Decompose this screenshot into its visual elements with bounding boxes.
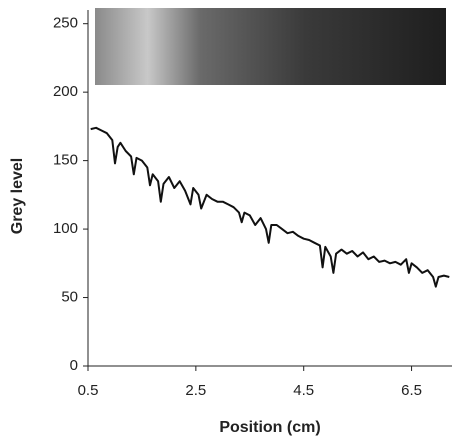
inset-image xyxy=(95,8,446,85)
x-tick-label: 6.5 xyxy=(401,382,422,399)
y-tick-label: 100 xyxy=(53,220,78,237)
y-axis-label: Grey level xyxy=(9,158,26,235)
y-tick-label: 250 xyxy=(53,15,78,32)
x-tick-label: 4.5 xyxy=(293,382,314,399)
y-tick-label: 200 xyxy=(53,83,78,100)
x-axis-label: Position (cm) xyxy=(219,419,320,436)
y-tick-label: 50 xyxy=(61,289,78,306)
data-line xyxy=(90,126,450,288)
y-tick-label: 150 xyxy=(53,152,78,169)
x-tick-label: 0.5 xyxy=(78,382,99,399)
y-tick-label: 0 xyxy=(70,357,78,374)
x-tick-label: 2.5 xyxy=(185,382,206,399)
